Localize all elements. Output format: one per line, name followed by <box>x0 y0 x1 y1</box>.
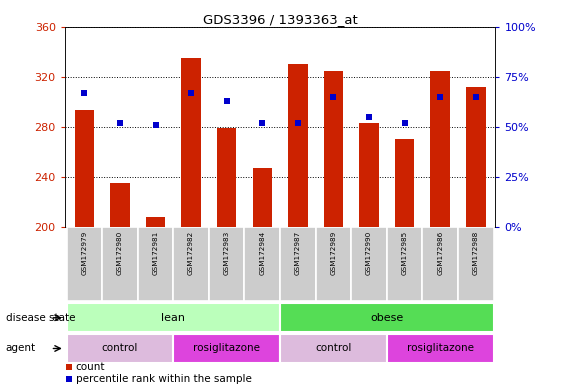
Text: GSM172984: GSM172984 <box>260 230 265 275</box>
Bar <box>110 183 129 227</box>
Bar <box>253 168 272 227</box>
Bar <box>138 227 173 301</box>
Bar <box>74 111 94 227</box>
Bar <box>422 227 458 301</box>
Text: GSM172980: GSM172980 <box>117 230 123 275</box>
Text: GSM172989: GSM172989 <box>330 230 337 275</box>
Bar <box>280 303 494 332</box>
Bar <box>173 334 280 363</box>
Bar <box>173 227 209 301</box>
Bar <box>387 334 494 363</box>
Bar <box>66 227 102 301</box>
Bar <box>351 227 387 301</box>
Text: obese: obese <box>370 313 404 323</box>
Bar <box>280 227 316 301</box>
Bar <box>288 64 307 227</box>
Text: disease state: disease state <box>6 313 75 323</box>
Text: GSM172988: GSM172988 <box>473 230 479 275</box>
Text: GSM172982: GSM172982 <box>188 230 194 275</box>
Bar <box>66 334 173 363</box>
Text: control: control <box>102 343 138 354</box>
Bar <box>280 334 387 363</box>
Text: GSM172983: GSM172983 <box>224 230 230 275</box>
Text: percentile rank within the sample: percentile rank within the sample <box>75 374 252 384</box>
Text: rosiglitazone: rosiglitazone <box>407 343 474 354</box>
Bar <box>146 217 166 227</box>
Text: control: control <box>315 343 352 354</box>
Text: rosiglitazone: rosiglitazone <box>193 343 260 354</box>
Text: count: count <box>75 362 105 372</box>
Text: GSM172981: GSM172981 <box>153 230 159 275</box>
Bar <box>395 139 414 227</box>
Bar <box>466 87 486 227</box>
Text: GSM172986: GSM172986 <box>437 230 443 275</box>
Bar <box>66 303 280 332</box>
Bar <box>102 227 138 301</box>
Title: GDS3396 / 1393363_at: GDS3396 / 1393363_at <box>203 13 358 26</box>
Bar <box>217 128 236 227</box>
Bar <box>387 227 422 301</box>
Text: GSM172979: GSM172979 <box>81 230 87 275</box>
Bar <box>324 71 343 227</box>
Bar <box>181 58 201 227</box>
Text: GSM172987: GSM172987 <box>295 230 301 275</box>
Text: lean: lean <box>162 313 185 323</box>
Text: agent: agent <box>6 343 36 354</box>
Bar <box>431 71 450 227</box>
Text: GSM172985: GSM172985 <box>401 230 408 275</box>
Bar <box>359 123 379 227</box>
Bar <box>316 227 351 301</box>
Text: GSM172990: GSM172990 <box>366 230 372 275</box>
Bar <box>209 227 244 301</box>
Bar <box>458 227 494 301</box>
Bar <box>244 227 280 301</box>
